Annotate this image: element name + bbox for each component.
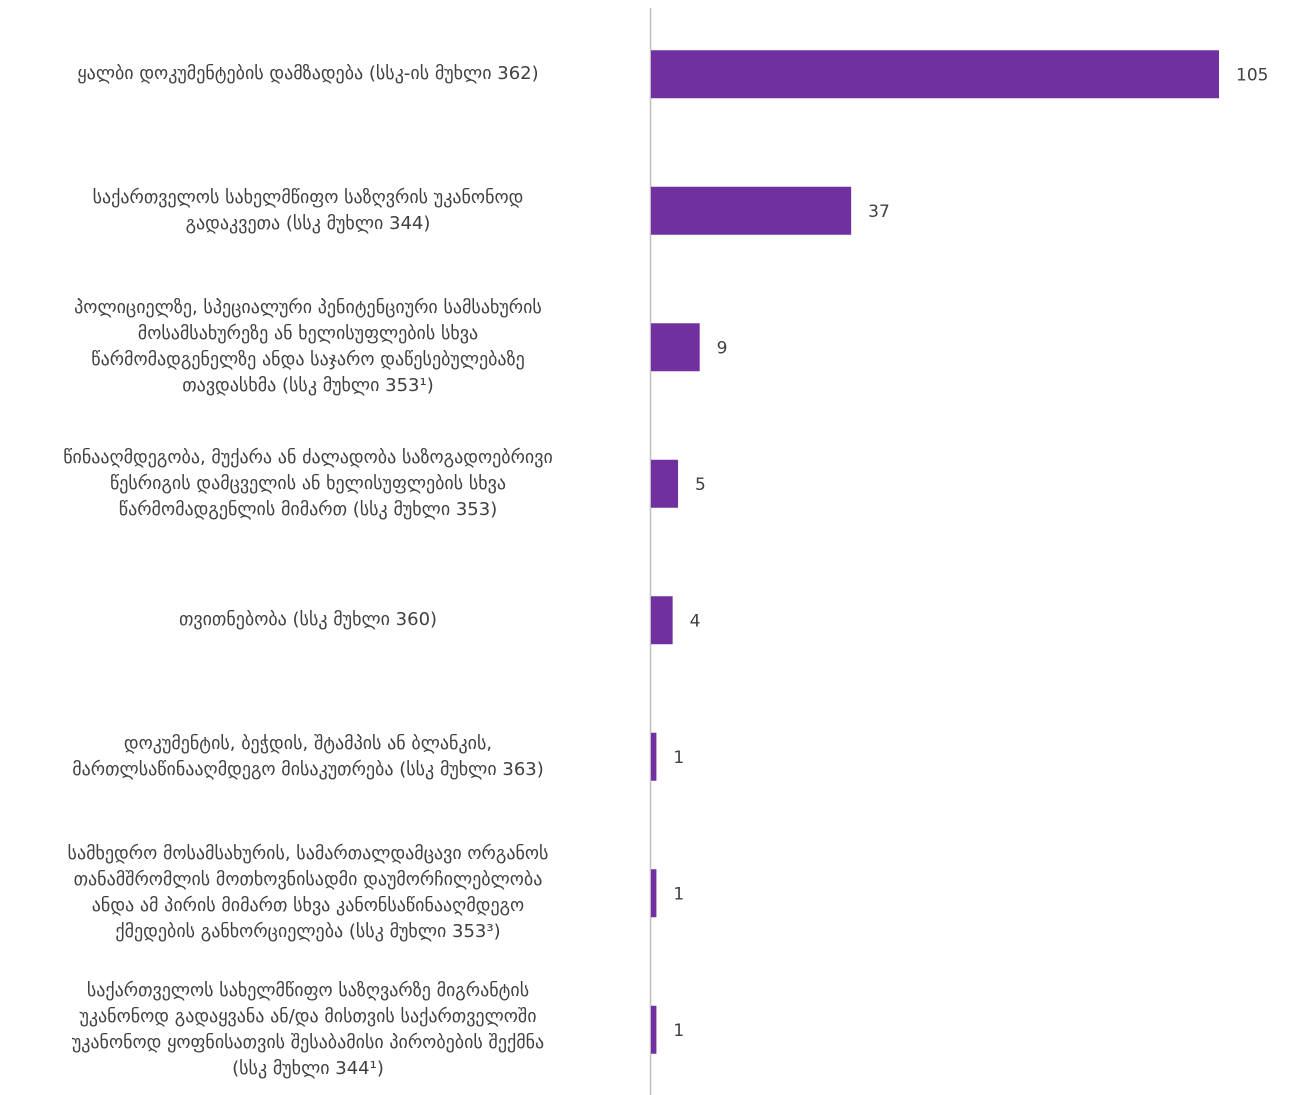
category-label: სამხედრო მოსამსახურის, სამართალდამცავი ო… — [67, 843, 549, 943]
bar — [651, 50, 1219, 99]
data-label: 37 — [868, 202, 890, 222]
bar — [651, 869, 657, 918]
bar — [651, 459, 679, 508]
data-label: 1 — [673, 748, 684, 768]
data-label: 1 — [673, 1021, 684, 1041]
category-label: საქართველოს სახელმწიფო საზღვარზე მიგრანტ… — [71, 979, 545, 1079]
bar — [651, 1005, 657, 1054]
bar — [651, 596, 673, 645]
category-label: დოკუმენტის, ბეჭდის, შტამპის ან ბლანკის, … — [72, 732, 544, 780]
bar — [651, 186, 852, 235]
data-label: 4 — [690, 611, 701, 631]
bar — [651, 732, 657, 781]
category-label: პოლიციელზე, სპეციალური პენიტენციური სამს… — [74, 297, 542, 397]
bar — [651, 323, 700, 372]
data-label: 105 — [1236, 65, 1268, 85]
data-label: 1 — [673, 884, 684, 904]
data-label: 9 — [717, 338, 728, 358]
category-label: თვითნებობა (სსკ მუხლი 360) — [178, 609, 438, 631]
data-label: 5 — [695, 475, 706, 495]
category-label: წინააღმდეგობა, მუქარა ან ძალადობა საზოგა… — [63, 446, 553, 520]
category-label: საქართველოს სახელმწიფო საზღვრის უკანონოდ… — [92, 186, 524, 234]
category-label: ყალბი დოკუმენტების დამზადება (სსკ-ის მუხ… — [77, 63, 539, 85]
